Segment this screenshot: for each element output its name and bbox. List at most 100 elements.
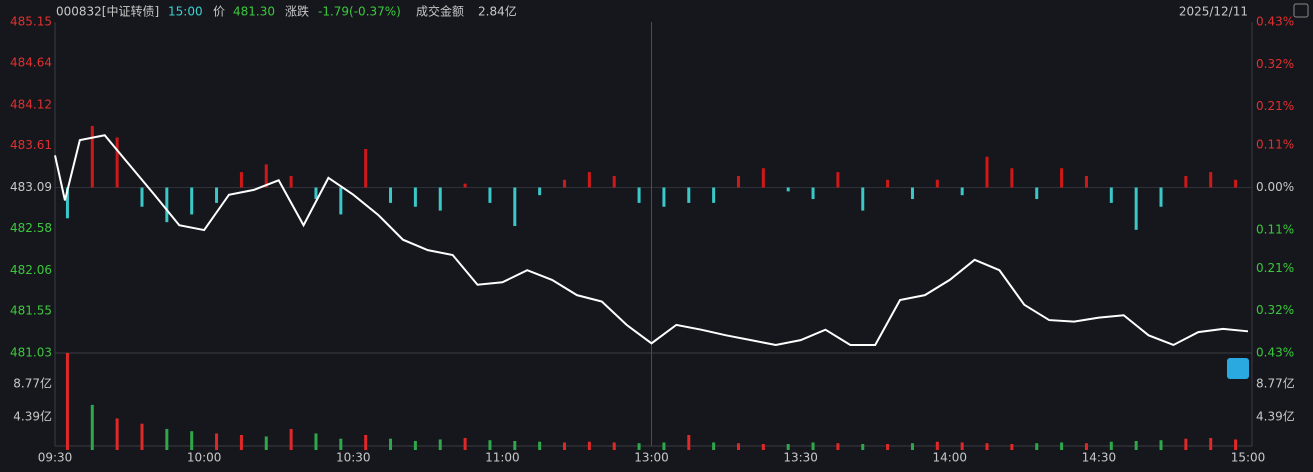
volume-bar [1035, 443, 1039, 450]
y-tick-label: 482.58 [10, 221, 52, 235]
volume-bar [687, 434, 691, 450]
volume-bar [239, 434, 243, 450]
price-label: 价 [213, 5, 225, 19]
volume-bar [264, 436, 268, 450]
volume-tick-label: 4.39亿 [13, 408, 52, 423]
deviation-bar [910, 187, 914, 200]
deviation-bar [712, 187, 716, 203]
deviation-bar [1060, 168, 1064, 188]
volume-bar [736, 443, 740, 450]
deviation-bar [463, 183, 467, 188]
deviation-bar [65, 187, 69, 219]
volume-bar [662, 442, 666, 450]
header: 000832[中证转债] 15:00 价 481.30 涨跌 -1.79(-0.… [56, 4, 1248, 19]
y-tick-label: 483.09 [10, 180, 52, 194]
deviation-bar [1084, 175, 1088, 188]
x-tick-label: 11:00 [485, 451, 520, 465]
scroll-icon[interactable] [1227, 358, 1249, 379]
volume-bar [985, 443, 989, 450]
volume-bar [712, 442, 716, 450]
volume-bar [1184, 438, 1188, 450]
deviation-bar [836, 172, 840, 188]
deviation-bar [985, 156, 989, 188]
deviation-bar [1109, 187, 1113, 203]
volume-bar [413, 440, 417, 450]
volume-bar [612, 442, 616, 450]
deviation-bar [215, 187, 219, 203]
deviation-bar [513, 187, 517, 226]
deviation-bar [115, 137, 119, 188]
deviation-bar [687, 187, 691, 203]
x-tick-label: 13:30 [783, 451, 818, 465]
deviation-bar [165, 187, 169, 223]
x-tick-label: 10:00 [187, 451, 222, 465]
volume-bar [165, 428, 169, 450]
volume-tick-label: 8.77亿 [13, 376, 52, 391]
volume-bar [65, 353, 69, 450]
volume-bar [314, 433, 318, 450]
volume-bar [886, 443, 890, 450]
deviation-bar [612, 175, 616, 188]
deviation-bar [289, 175, 293, 188]
deviation-bar [339, 187, 343, 215]
volume-bar [836, 443, 840, 450]
x-tick-label: 15:00 [1231, 451, 1266, 465]
deviation-bar [587, 172, 591, 188]
price-line [54, 134, 1249, 347]
deviation-bar [413, 187, 417, 207]
volume-bar [115, 418, 119, 450]
volume-bar [1159, 440, 1163, 450]
y2-tick-label: 0.21% [1256, 261, 1294, 275]
volume-bar [289, 428, 293, 450]
deviation-bar [488, 187, 492, 203]
y-tick-label: 485.15 [10, 15, 52, 29]
y-tick-label: 482.06 [10, 263, 52, 277]
deviation-bar [786, 187, 790, 192]
volume-bar [1209, 437, 1213, 450]
deviation-bar [264, 164, 268, 188]
volume-bar [538, 441, 542, 450]
deviation-bar [563, 179, 567, 188]
y2-tick-label: 0.32% [1256, 57, 1294, 71]
y-tick-label: 481.55 [10, 304, 52, 318]
volume-tick-label: 8.77亿 [1256, 376, 1295, 391]
amount: 2.84亿 [478, 4, 517, 19]
deviation-bar [239, 172, 243, 188]
deviation-bar [736, 175, 740, 188]
volume-bar [786, 443, 790, 450]
volume-bar [463, 437, 467, 450]
volume-bar [1234, 439, 1238, 450]
deviation-bar [190, 187, 194, 215]
deviation-bar [861, 187, 865, 211]
deviation-bar [811, 187, 815, 200]
volume-bar [1134, 440, 1138, 450]
code: 000832[中证转债] [56, 4, 159, 19]
y2-tick-label: 0.00% [1256, 180, 1294, 194]
volume-bar [389, 438, 393, 450]
volume-bar [488, 440, 492, 450]
volume-bar [1109, 441, 1113, 450]
deviation-bar [140, 187, 144, 207]
volume-bar [190, 431, 194, 450]
x-tick-label: 13:00 [634, 451, 669, 465]
volume-bar [1060, 442, 1064, 450]
time: 15:00 [168, 5, 203, 19]
volume-bar [140, 423, 144, 450]
volume-bar [1084, 443, 1088, 450]
y2-tick-label: 0.11% [1256, 138, 1294, 152]
y2-tick-label: 0.43% [1256, 346, 1294, 360]
deviation-bar [90, 125, 94, 188]
volume-bar [563, 442, 567, 450]
deviation-bar [1035, 187, 1039, 200]
volume-bar [90, 404, 94, 450]
volume-bar [513, 440, 517, 450]
x-tick-label: 14:30 [1082, 451, 1117, 465]
wp-icon[interactable] [1293, 3, 1309, 18]
deviation-bar [389, 187, 393, 203]
y-tick-label: 484.64 [10, 55, 52, 69]
y-tick-label: 481.03 [10, 346, 52, 360]
volume-bar [438, 439, 442, 450]
date: 2025/12/11 [1179, 5, 1248, 19]
volume-bar [339, 438, 343, 450]
